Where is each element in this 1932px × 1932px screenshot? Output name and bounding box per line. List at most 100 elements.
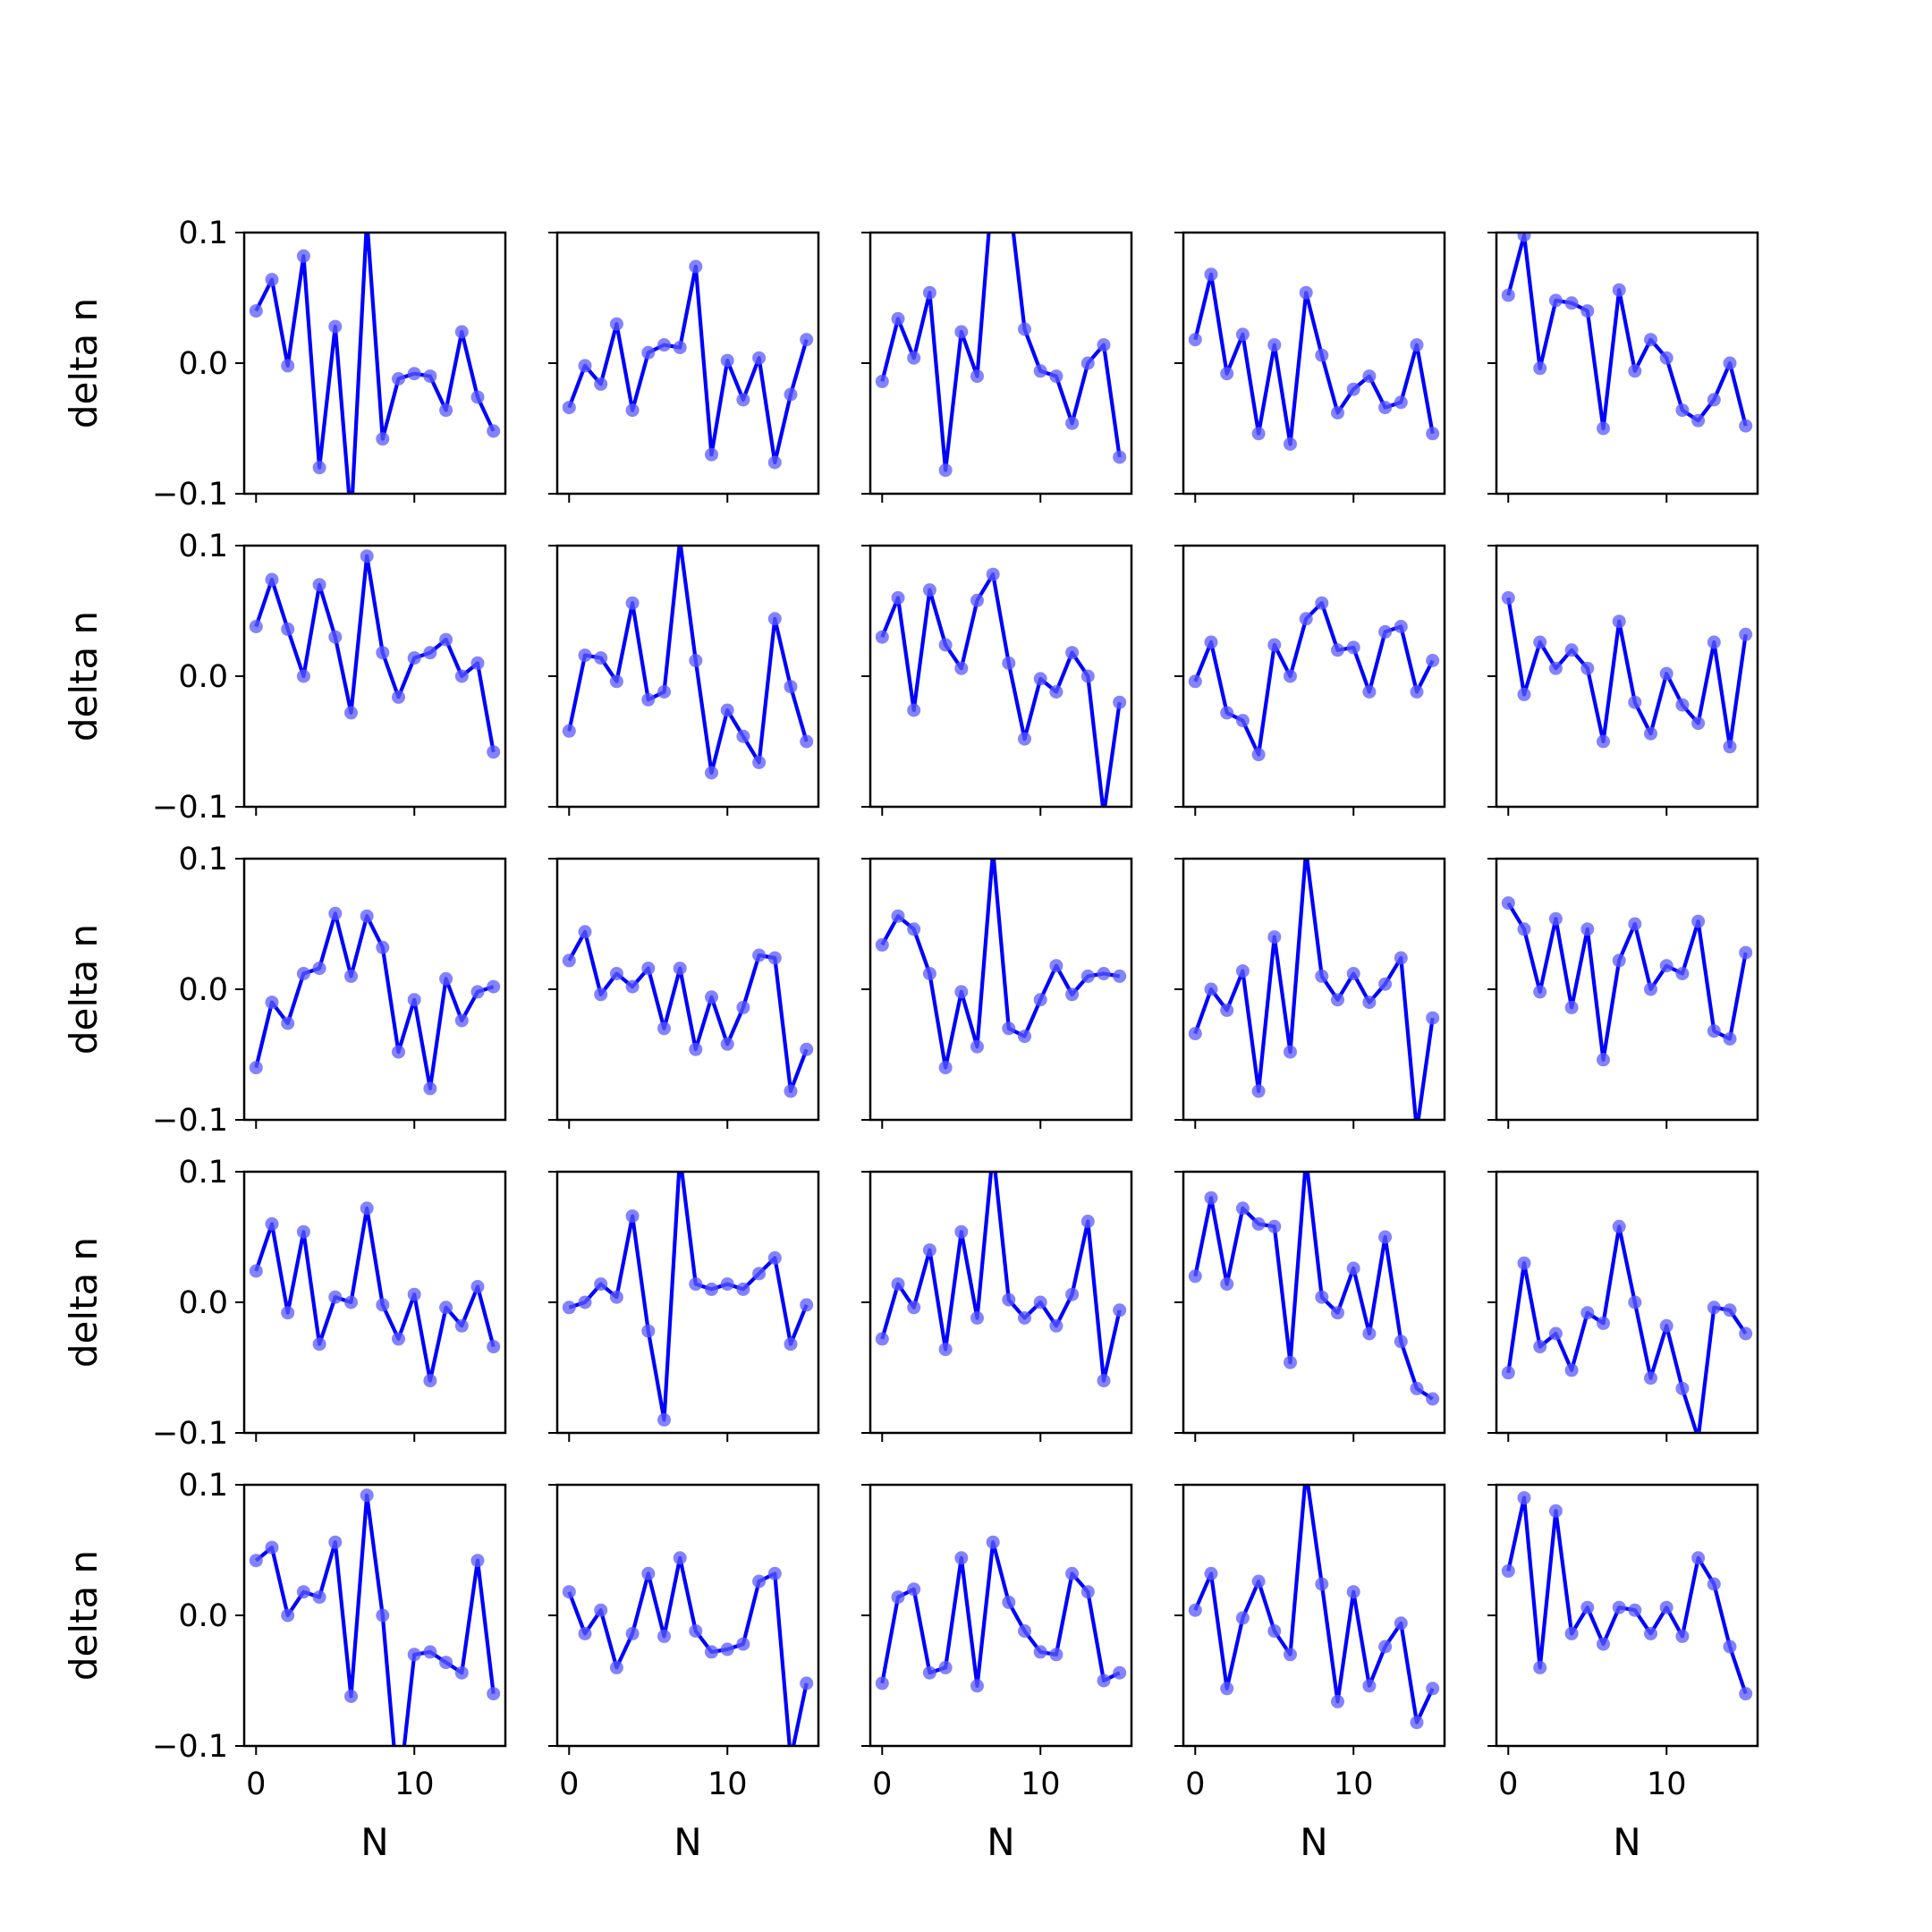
data-point [360, 909, 374, 923]
data-point [1597, 1053, 1610, 1067]
y-tick-label: 0.1 [178, 1155, 228, 1191]
data-point [454, 669, 469, 683]
data-point [752, 351, 767, 365]
data-point [487, 1687, 501, 1701]
subplot [1487, 857, 1759, 1129]
plot-area [1501, 896, 1753, 1067]
data-point [1018, 1030, 1031, 1044]
data-point [296, 1224, 310, 1239]
plot-area [1188, 1485, 1440, 1730]
data-point [1002, 187, 1015, 200]
data-point [1410, 338, 1424, 352]
data-point [1644, 1371, 1657, 1385]
data-point [1739, 1326, 1753, 1341]
data-point [922, 583, 936, 597]
plot-area [249, 1488, 501, 1746]
data-point [265, 1540, 279, 1555]
plot-area [1188, 596, 1440, 762]
data-point [1394, 395, 1408, 410]
data-point [1628, 1603, 1642, 1617]
data-point [249, 304, 263, 318]
data-point [641, 1324, 656, 1338]
data-point [439, 632, 453, 647]
x-axis-label: N [360, 1820, 388, 1864]
subplot [1174, 857, 1446, 1129]
data-point [689, 1277, 703, 1292]
data-point [1723, 1032, 1737, 1046]
data-point [1723, 1303, 1737, 1318]
data-point [1659, 666, 1674, 681]
subplot: −0.1 0.0 0.1 delta n [62, 529, 507, 826]
y-tick-label: 0.1 [178, 529, 228, 564]
data-point [720, 1277, 734, 1292]
data-point [1628, 1295, 1642, 1309]
x-axis-label: N [1613, 1820, 1640, 1864]
data-point [423, 1645, 437, 1659]
data-point [891, 1590, 905, 1605]
data-point [376, 1298, 390, 1312]
data-point [1097, 967, 1111, 980]
y-tick-label: −0.1 [152, 1416, 228, 1452]
y-tick-label: −0.1 [152, 477, 228, 513]
data-point [970, 1311, 984, 1325]
subplot: −0.1 0.0 0.1 delta n [62, 1155, 507, 1452]
data-point [594, 1277, 608, 1292]
data-point [562, 401, 576, 415]
series-line [880, 572, 1122, 807]
data-point [689, 1624, 703, 1638]
data-point [265, 996, 279, 1010]
series-line [567, 546, 809, 775]
data-point [1691, 1551, 1706, 1565]
data-point [376, 1608, 390, 1623]
data-point [1644, 333, 1657, 347]
data-point [641, 345, 656, 360]
data-point [392, 1332, 405, 1346]
data-point [376, 940, 390, 954]
data-point [1707, 393, 1721, 407]
data-point [1113, 1303, 1127, 1318]
plot-area [875, 187, 1127, 478]
plot-area [1501, 233, 1753, 436]
data-point [407, 993, 421, 1007]
data-point [1580, 1600, 1595, 1614]
y-tick-label: −0.1 [152, 790, 228, 826]
data-point [281, 622, 295, 636]
data-point [487, 745, 501, 759]
data-point [875, 630, 889, 644]
data-point [249, 1554, 263, 1568]
data-point [1033, 672, 1047, 686]
data-point [1548, 911, 1563, 926]
data-point [407, 1648, 421, 1662]
data-point [1331, 643, 1344, 657]
data-point [767, 951, 782, 965]
x-axis-label: N [987, 1820, 1014, 1864]
data-point [705, 1645, 718, 1659]
data-point [470, 1280, 485, 1293]
data-point [907, 922, 921, 936]
data-point [800, 1298, 814, 1312]
x-tick-label: 10 [1334, 1767, 1374, 1802]
data-point [986, 567, 1000, 581]
series-line [254, 554, 496, 753]
data-point [1220, 367, 1234, 381]
data-point [1362, 1679, 1377, 1693]
data-point [1501, 896, 1515, 911]
data-point [1739, 419, 1753, 433]
data-point [249, 1264, 263, 1278]
data-point [641, 692, 656, 707]
y-tick-label: 0.0 [178, 972, 228, 1008]
data-point [1018, 1311, 1031, 1325]
y-axis-label: delta n [62, 1550, 106, 1681]
data-point [1644, 1626, 1657, 1640]
data-point [1659, 1318, 1674, 1333]
data-point [1362, 1326, 1377, 1341]
data-point [1346, 640, 1360, 655]
data-point [657, 1021, 671, 1036]
data-point [875, 374, 889, 388]
data-point [1739, 627, 1753, 641]
series-line [567, 929, 809, 1093]
data-point [1113, 969, 1127, 983]
data-point [1501, 590, 1515, 605]
data-point [784, 387, 798, 402]
